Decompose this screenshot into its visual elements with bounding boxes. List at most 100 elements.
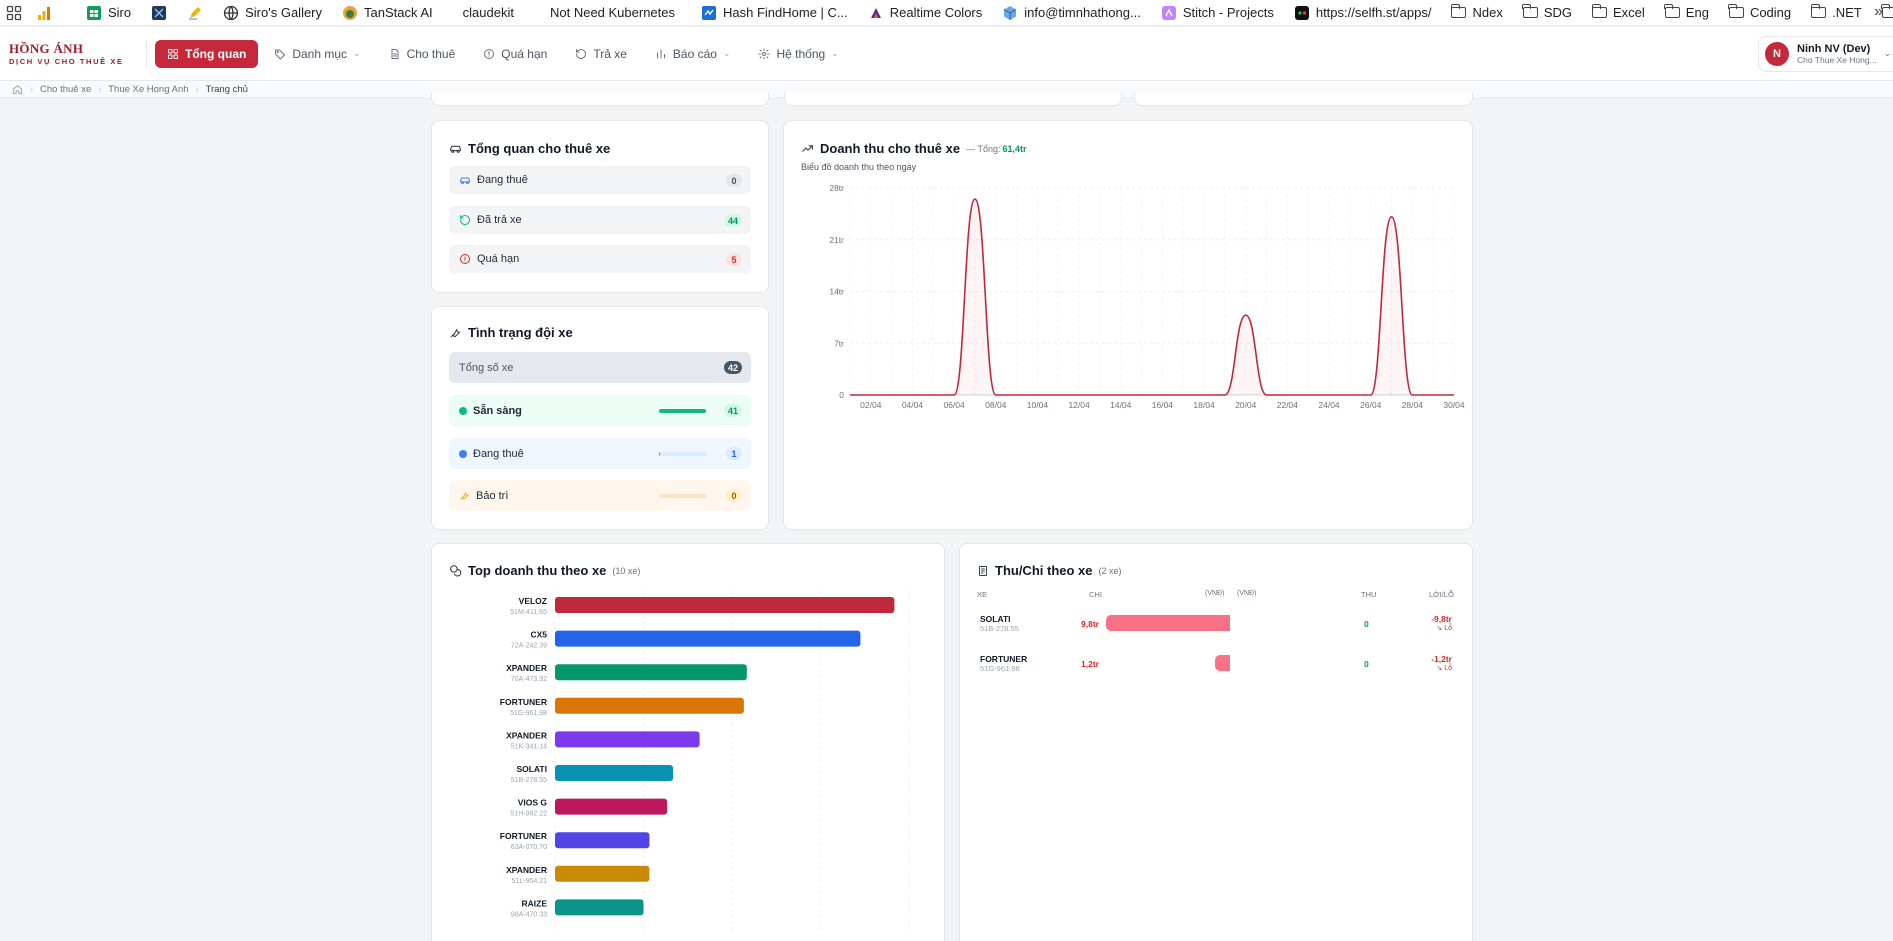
bookmark-item[interactable]: Hash FindHome | C...: [701, 5, 848, 21]
nav-item[interactable]: Tổng quan: [155, 39, 259, 68]
bar-plate-label: 51G-961.98: [510, 710, 547, 717]
fleet-row-ready[interactable]: Sẵn sàng 41: [449, 395, 751, 426]
bookmark-label: info@timnhathong...: [1024, 5, 1141, 20]
app-header: HỒNG ÁNH DỊCH VỤ CHO THUÊ XE Tổng quan Da…: [0, 27, 1893, 81]
breadcrumb-item[interactable]: Thue Xe Hong Anh: [108, 83, 189, 95]
bookmark-item[interactable]: SDG: [1522, 4, 1572, 20]
bar[interactable]: [555, 664, 747, 681]
bar[interactable]: [555, 899, 644, 916]
top-revenue-title-text: Top doanh thu theo xe: [468, 563, 607, 578]
selfh-icon: [1294, 5, 1310, 21]
header-divider: [146, 39, 147, 68]
bookmark-item[interactable]: [36, 5, 52, 21]
bookmark-item[interactable]: Siro's Gallery: [223, 5, 322, 21]
x-tick-label: 20/04: [1235, 400, 1257, 410]
bar-category-label: FORTUNER: [500, 697, 547, 707]
table-row[interactable]: FORTUNER 51G-961.98 1,2tr 0 -1,2tr ↘ Lỗ: [960, 654, 1472, 684]
x-tick-label: 04/04: [902, 400, 924, 410]
bookmark-item[interactable]: Siro: [86, 5, 131, 21]
bookmark-label: Stitch - Projects: [1182, 5, 1274, 20]
apps-grid-icon: [6, 5, 22, 21]
fleet-total-label: Tổng số xe: [459, 361, 514, 374]
bookmark-label: Excel: [1613, 5, 1645, 20]
home-icon[interactable]: [12, 84, 23, 95]
bar[interactable]: [555, 630, 861, 647]
bookmark-item[interactable]: claudekit: [463, 5, 514, 20]
bar-category-label: VIOS G: [518, 798, 548, 808]
brand-name: HỒNG ÁNH: [9, 41, 84, 56]
bar[interactable]: [555, 697, 744, 714]
bar[interactable]: [555, 731, 700, 748]
rental-row-active[interactable]: Đang thuê 0: [449, 166, 751, 194]
bookmark-label: claudekit: [462, 5, 514, 20]
x-tick-label: 08/04: [985, 400, 1007, 410]
bar[interactable]: [555, 798, 668, 815]
column-header-income: THU: [1361, 590, 1377, 599]
y-tick-label: 0: [839, 390, 844, 400]
bookmark-label: Coding: [1749, 5, 1792, 20]
series-area: [850, 199, 1454, 395]
breadcrumb-item[interactable]: Cho thuê xe: [40, 83, 92, 95]
brand-logo[interactable]: HỒNG ÁNH DỊCH VỤ CHO THUÊ XE: [9, 41, 139, 66]
bookmark-item[interactable]: https://selfh.st/apps/: [1294, 5, 1431, 21]
profit-value: -1,2tr: [1431, 654, 1452, 664]
bookmark-item[interactable]: info@timnhathong...: [1002, 5, 1141, 21]
bar[interactable]: [555, 832, 650, 849]
revenue-line-chart: 0 7tr 14tr 21tr 28tr 02/04 04/04 06/04 08/04 10/0…: [829, 183, 1465, 410]
x-tick-label: 6tr: [727, 939, 737, 941]
bookmark-item[interactable]: .NET: [1810, 4, 1862, 20]
nav-item[interactable]: Hệ thống ⌄: [746, 40, 850, 68]
status-dot: [459, 406, 467, 415]
nav-item[interactable]: Danh mục ⌄: [262, 40, 372, 68]
card-partial: [784, 92, 1122, 106]
receipt-icon: [979, 565, 987, 576]
bookmark-item[interactable]: Tools: [1881, 4, 1893, 20]
bookmark-item[interactable]: [151, 5, 167, 21]
rental-row-overdue[interactable]: Quá hạn 5: [449, 245, 751, 273]
revenue-total-prefix: — Tổng:: [966, 143, 1001, 154]
nav-item[interactable]: Quá hạn: [471, 40, 559, 68]
y-tick-label: 7tr: [834, 338, 844, 348]
x-tick-label: 22/04: [1277, 400, 1299, 410]
bookmarks-more-icon[interactable]: »: [1874, 3, 1883, 20]
y-tick-label: 28tr: [829, 183, 844, 193]
bookmark-item[interactable]: [187, 5, 203, 21]
rental-row-returned[interactable]: Đã trả xe 44: [449, 206, 751, 234]
bookmark-item[interactable]: Coding: [1728, 4, 1792, 20]
bookmark-label: Realtime Colors: [889, 5, 983, 20]
bookmark-label: Siro's Gallery: [245, 5, 323, 20]
user-menu[interactable]: N Ninh NV (Dev) Cho Thue Xe Hong... ⌄: [1758, 36, 1893, 72]
bookmark-item[interactable]: Realtime Colors: [868, 5, 982, 21]
bookmark-item[interactable]: Not Need Kubernetes: [550, 5, 675, 20]
nav-item[interactable]: Báo cáo ⌄: [643, 40, 743, 68]
bar[interactable]: [555, 865, 650, 882]
user-name: Ninh NV (Dev): [1797, 43, 1871, 55]
bookmark-item[interactable]: Ndex: [1450, 4, 1503, 20]
bookmark-item[interactable]: Stitch - Projects: [1161, 5, 1274, 21]
rental-overview-title-text: Tổng quan cho thuê xe: [468, 141, 611, 156]
nav-item-label: Báo cáo: [672, 46, 717, 61]
expense-value: 1,2tr: [1081, 659, 1099, 669]
fleet-row-maintenance[interactable]: Bảo trì 0: [449, 480, 751, 511]
bar[interactable]: [555, 597, 895, 613]
bookmark-item[interactable]: TanStack AI: [342, 5, 433, 21]
count-badge: 0: [726, 489, 742, 502]
bookmark-label: SDG: [1543, 5, 1572, 20]
rental-overview-card: Tổng quan cho thuê xe Đang thuê 0 Đã trả…: [431, 120, 769, 293]
chevron-down-icon: ⌄: [831, 48, 839, 58]
bookmark-item[interactable]: Excel: [1591, 4, 1645, 20]
table-row[interactable]: SOLATI 51B-278.55 9,8tr 0 -9,8tr ↘ Lỗ: [960, 614, 1472, 644]
bookmark-item[interactable]: Eng: [1664, 4, 1709, 20]
bar-plate-label: 70A-473.92: [511, 676, 547, 683]
card-partial: [431, 92, 769, 106]
wrench-icon: [460, 492, 469, 500]
count-badge: 44: [723, 214, 742, 227]
x-tick-label: 18/04: [1193, 400, 1215, 410]
nav-item[interactable]: Cho thuê: [377, 40, 468, 68]
bar[interactable]: [555, 765, 674, 781]
nav-item[interactable]: Trả xe: [563, 40, 639, 68]
bookmark-item[interactable]: [6, 5, 22, 21]
bookmark-label: Ndex: [1472, 5, 1503, 20]
bookmark-label: Eng: [1685, 5, 1709, 20]
fleet-row-rented[interactable]: Đang thuê 1: [449, 438, 751, 469]
